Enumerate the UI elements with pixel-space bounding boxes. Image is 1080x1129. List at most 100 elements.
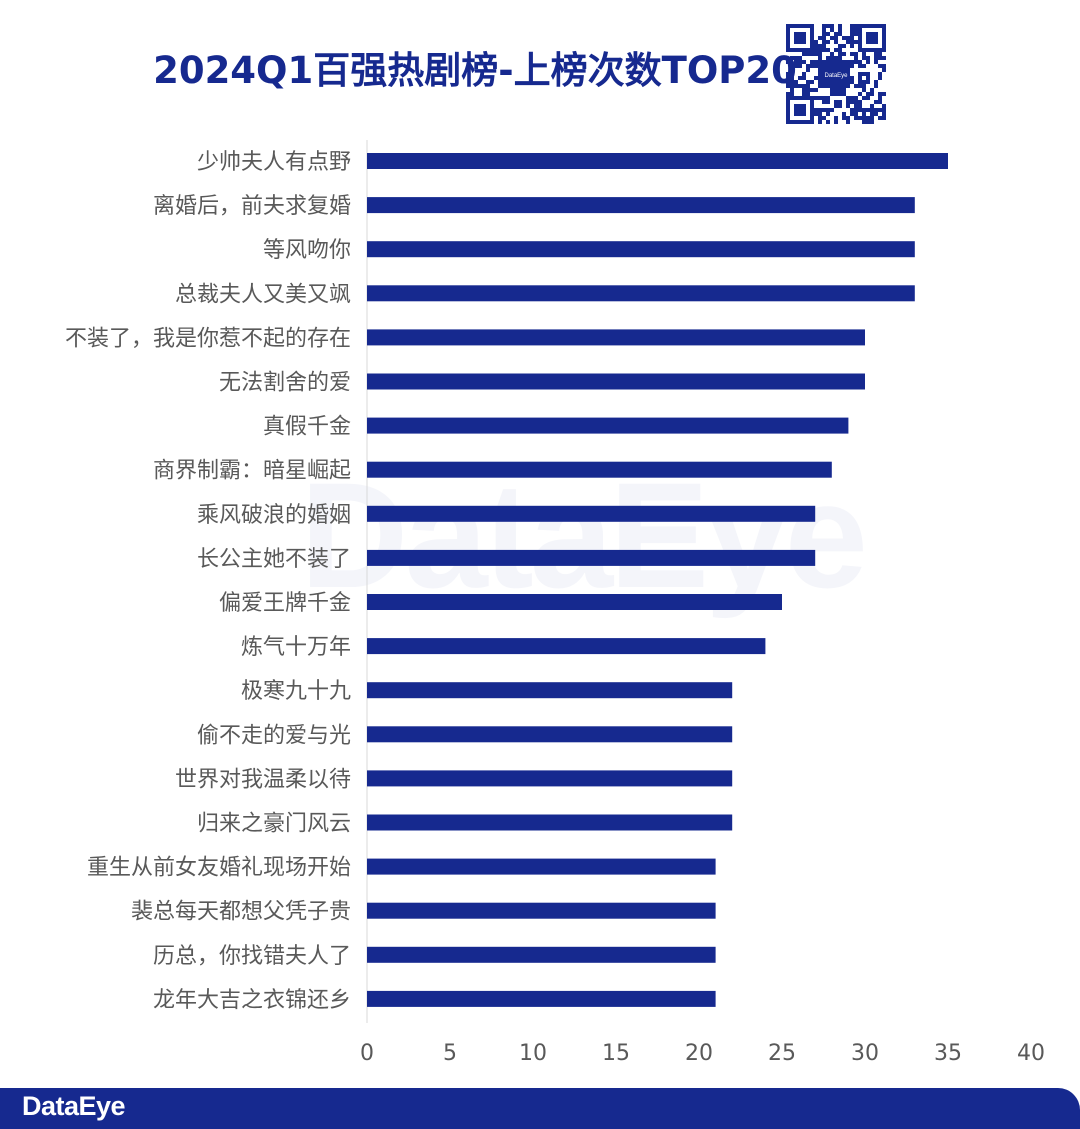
category-label: 不装了，我是你惹不起的存在 — [65, 326, 351, 351]
bar — [367, 417, 849, 434]
qr-module — [810, 52, 814, 56]
qr-module — [826, 96, 830, 100]
qr-module — [882, 104, 886, 108]
qr-module — [838, 100, 842, 104]
qr-module — [862, 112, 866, 116]
qr-module — [842, 44, 846, 48]
qr-module — [798, 76, 802, 80]
qr-module — [842, 88, 846, 92]
bar — [367, 682, 733, 699]
qr-module — [794, 60, 798, 64]
qr-module — [818, 36, 822, 40]
qr-module — [874, 56, 878, 60]
qr-module — [794, 56, 798, 60]
qr-module — [862, 96, 866, 100]
category-label: 裴总每天都想父凭子贵 — [131, 900, 351, 925]
qr-module — [798, 64, 802, 68]
qr-module — [878, 56, 882, 60]
qr-module — [826, 120, 830, 124]
qr-module — [810, 64, 814, 68]
qr-module — [830, 56, 834, 60]
category-label: 等风吻你 — [263, 238, 351, 263]
qr-module — [838, 48, 842, 52]
bar — [367, 329, 865, 346]
qr-module — [806, 88, 810, 92]
qr-module — [818, 48, 822, 52]
qr-module — [838, 88, 842, 92]
qr-module — [822, 36, 826, 40]
qr-module — [822, 96, 826, 100]
x-tick-label: 15 — [602, 1041, 630, 1066]
qr-module — [818, 52, 822, 56]
qr-finder-outer — [786, 24, 814, 52]
qr-module — [822, 116, 826, 120]
qr-module — [834, 88, 838, 92]
qr-module — [802, 52, 806, 56]
qr-module — [786, 80, 790, 84]
x-tick-label: 35 — [934, 1041, 962, 1066]
qr-module — [850, 40, 854, 44]
qr-module — [806, 64, 810, 68]
qr-module — [786, 76, 790, 80]
qr-module — [810, 60, 814, 64]
qr-module — [798, 56, 802, 60]
qr-module — [870, 104, 874, 108]
qr-module — [858, 104, 862, 108]
bar — [367, 770, 733, 787]
x-tick-label: 10 — [519, 1041, 547, 1066]
bar — [367, 197, 915, 214]
qr-module — [818, 56, 822, 60]
qr-module — [834, 92, 838, 96]
category-label: 偷不走的爱与光 — [197, 723, 351, 748]
bar — [367, 549, 816, 566]
qr-module — [858, 80, 862, 84]
qr-module — [878, 116, 882, 120]
qr-module — [850, 64, 854, 68]
qr-module — [826, 108, 830, 112]
category-label: 龙年大吉之衣锦还乡 — [153, 988, 351, 1013]
qr-finder-outer — [858, 24, 886, 52]
qr-module — [866, 60, 870, 64]
category-label: 重生从前女友婚礼现场开始 — [87, 856, 351, 881]
qr-module — [798, 84, 802, 88]
qr-module — [834, 32, 838, 36]
qr-module — [850, 24, 854, 28]
qr-module — [846, 120, 850, 124]
qr-module — [846, 104, 850, 108]
qr-module — [790, 76, 794, 80]
qr-module — [814, 40, 818, 44]
qr-module — [834, 120, 838, 124]
qr-finder-outer — [786, 96, 814, 124]
qr-module — [822, 24, 826, 28]
qr-module — [814, 52, 818, 56]
qr-module — [850, 28, 854, 32]
qr-module — [818, 64, 822, 68]
qr-code-pattern — [786, 24, 886, 124]
qr-module — [806, 68, 810, 72]
qr-module — [834, 40, 838, 44]
qr-module — [814, 60, 818, 64]
x-tick-label: 20 — [685, 1041, 713, 1066]
qr-module — [838, 44, 842, 48]
qr-module — [878, 100, 882, 104]
qr-module — [826, 56, 830, 60]
qr-module — [838, 56, 842, 60]
qr-module — [882, 56, 886, 60]
x-axis-tick-labels: 0 5 10 15 20 25 30 35 40 — [360, 1041, 1045, 1066]
qr-module — [846, 40, 850, 44]
qr-module — [790, 80, 794, 84]
qr-module — [850, 60, 854, 64]
qr-module — [810, 80, 814, 84]
bar — [367, 858, 716, 875]
qr-module — [854, 84, 858, 88]
bar — [367, 241, 915, 258]
qr-module — [814, 112, 818, 116]
qr-module — [870, 112, 874, 116]
qr-module — [862, 72, 866, 76]
qr-module — [826, 32, 830, 36]
qr-module — [834, 100, 838, 104]
qr-module — [806, 52, 810, 56]
qr-module — [826, 40, 830, 44]
qr-module — [850, 76, 854, 80]
qr-module — [838, 104, 842, 108]
